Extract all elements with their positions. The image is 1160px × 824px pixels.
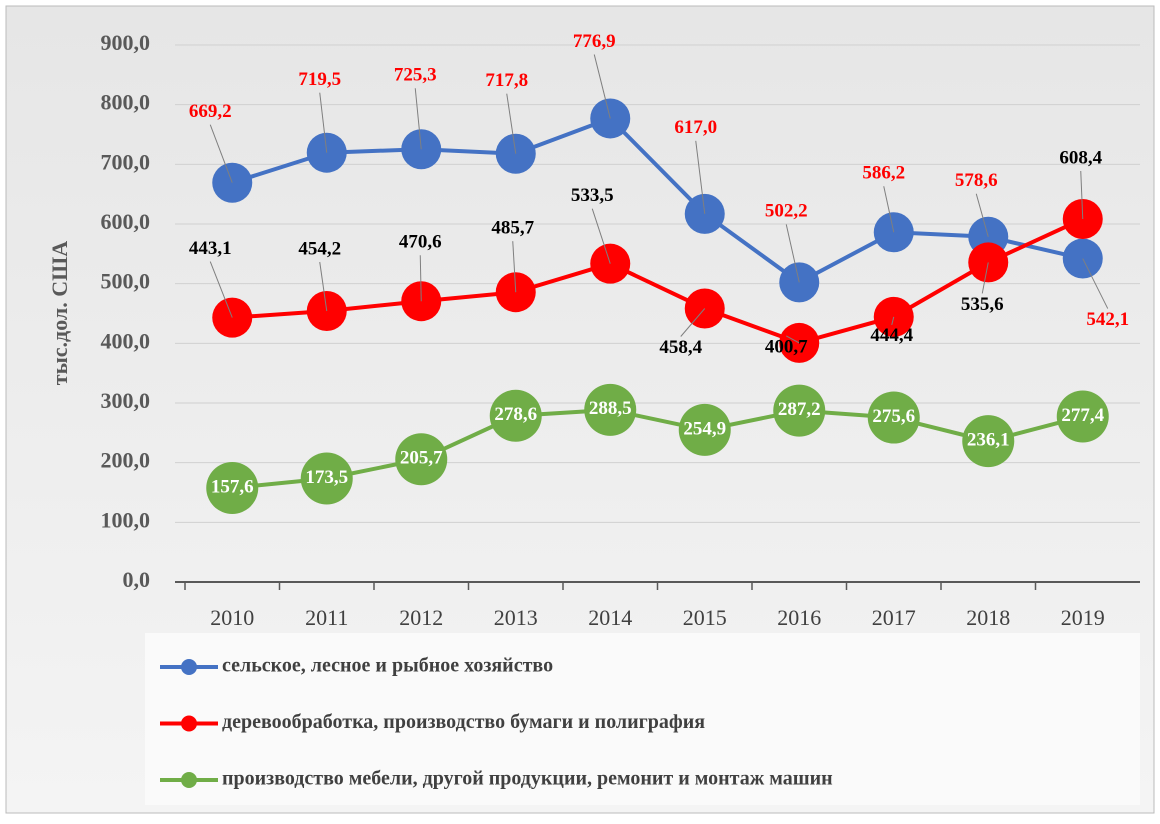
leader-line (883, 186, 895, 233)
legend-label: деревообработка, производство бумаги и п… (222, 711, 705, 733)
leader-line (512, 241, 517, 293)
legend-marker (181, 659, 197, 675)
data-label: 533,5 (571, 185, 614, 206)
y-tick-label: 900,0 (101, 30, 151, 55)
legend-label: производство мебели, другой продукции, р… (222, 768, 833, 790)
data-label: 535,6 (961, 294, 1004, 315)
leader-line (591, 208, 611, 264)
data-label: 157,6 (211, 476, 254, 497)
y-tick-label: 400,0 (101, 328, 151, 353)
data-label: 288,5 (589, 398, 632, 419)
x-tick-label: 2019 (1061, 605, 1105, 630)
marker (395, 433, 448, 486)
leader-line (891, 316, 895, 325)
data-label: 717,8 (485, 70, 528, 91)
data-label: 485,7 (491, 218, 534, 239)
leader-line (319, 92, 328, 153)
legend-box (145, 633, 1140, 805)
y-tick-label: 200,0 (101, 448, 151, 473)
marker (1056, 390, 1109, 443)
y-tick-label: 0,0 (123, 567, 151, 592)
data-label: 458,4 (659, 337, 702, 358)
legend-label: сельское, лесное и рыбное хозяйство (222, 655, 553, 677)
data-label: 586,2 (862, 163, 905, 184)
y-tick-label: 500,0 (101, 269, 151, 294)
x-tick-label: 2015 (683, 605, 727, 630)
x-tick-label: 2017 (872, 605, 916, 630)
legend-marker (181, 715, 197, 732)
marker (867, 391, 920, 444)
data-label: 608,4 (1059, 147, 1102, 168)
data-label: 776,9 (573, 31, 616, 52)
data-label: 454,2 (298, 238, 341, 259)
data-label: 443,1 (189, 238, 232, 259)
data-label: 278,6 (494, 404, 537, 425)
marker (584, 383, 637, 436)
x-tick-label: 2016 (777, 605, 821, 630)
leader-line (981, 262, 989, 294)
leader-line (975, 193, 989, 237)
data-label: 502,2 (765, 201, 808, 222)
leader-line (785, 224, 800, 283)
y-tick-label: 300,0 (101, 388, 151, 413)
y-tick-label: 600,0 (101, 209, 151, 234)
data-label: 277,4 (1061, 405, 1104, 426)
marker (206, 461, 259, 514)
x-tick-label: 2018 (966, 605, 1010, 630)
data-label: 617,0 (674, 117, 717, 138)
marker (489, 389, 542, 442)
leader-line (680, 308, 706, 337)
leader-line (506, 93, 517, 154)
data-label: 275,6 (872, 406, 915, 427)
leader-line (414, 88, 422, 150)
data-label: 173,5 (305, 467, 348, 488)
data-label: 725,3 (394, 65, 437, 86)
x-tick-label: 2013 (494, 605, 538, 630)
leader-line (786, 335, 800, 344)
leader-line (209, 124, 233, 183)
data-label: 254,9 (683, 418, 726, 439)
data-label: 400,7 (765, 336, 808, 357)
y-tick-label: 100,0 (101, 507, 151, 532)
marker (300, 452, 353, 505)
x-tick-label: 2011 (305, 605, 348, 630)
series-line (232, 407, 1084, 490)
leader-line (695, 140, 706, 214)
series-line (231, 116, 1084, 285)
data-label: 719,5 (298, 69, 341, 90)
y-tick-label: 800,0 (101, 90, 151, 115)
marker (773, 384, 826, 437)
x-tick-label: 2012 (399, 605, 443, 630)
y-tick-label: 700,0 (101, 149, 151, 174)
series-line (232, 217, 1084, 346)
marker (590, 98, 631, 139)
leader-line (593, 54, 611, 119)
leader-line (1082, 258, 1109, 309)
marker (962, 415, 1015, 468)
data-label: 470,6 (399, 232, 442, 253)
y-axis-title: тыс.дол. США (47, 241, 72, 385)
data-label: 205,7 (400, 448, 443, 469)
legend-marker (181, 772, 197, 788)
data-label: 669,2 (189, 101, 232, 122)
data-label: 236,1 (967, 429, 1010, 450)
leader-line (419, 255, 422, 302)
marker (678, 403, 731, 456)
leader-line (319, 261, 328, 312)
data-label: 578,6 (955, 170, 998, 191)
leader-line (209, 261, 233, 318)
x-tick-label: 2010 (210, 605, 254, 630)
x-tick-label: 2014 (588, 605, 632, 630)
leader-line (1080, 170, 1084, 220)
data-label: 444,4 (870, 325, 913, 346)
data-label: 542,1 (1086, 309, 1129, 330)
data-label: 287,2 (778, 399, 821, 420)
